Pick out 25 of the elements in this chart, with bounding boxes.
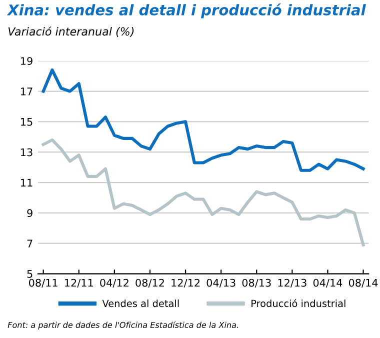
x-tick-label: 12/13 xyxy=(278,278,306,288)
line-series xyxy=(42,138,365,246)
chart-title: Xina: vendes al detall i producció industrial xyxy=(6,4,366,18)
x-tick-label: 04/13 xyxy=(206,278,236,288)
y-tick-label: 19 xyxy=(21,57,32,65)
x-tick-label: 08/12 xyxy=(136,278,164,288)
line-series xyxy=(42,68,365,172)
y-tick-label: 5 xyxy=(27,270,32,278)
x-tick-label: 08/11 xyxy=(29,278,58,288)
chart-subtitle: Variació interanual (%) xyxy=(8,26,134,37)
y-tick-label: 7 xyxy=(27,240,32,248)
x-tick-label: 04/14 xyxy=(313,278,342,288)
x-tick-label: 04/12 xyxy=(100,278,128,288)
x-tick-label: 08/14 xyxy=(348,278,378,288)
y-tick-label: 15 xyxy=(21,118,32,126)
x-tick-label: 08/13 xyxy=(242,278,271,288)
legend-label: Vendes al detall xyxy=(102,300,179,308)
x-tick-label: 12/11 xyxy=(65,278,93,288)
x-tick-label: 12/12 xyxy=(172,278,200,288)
y-tick-label: 9 xyxy=(27,209,32,218)
y-tick-label: 13 xyxy=(21,148,32,156)
legend-label: Producció industrial xyxy=(252,299,346,308)
y-tick-label: 17 xyxy=(21,88,32,96)
y-tick-label: 11 xyxy=(21,178,32,186)
text: Font: a partir de dades de l'Oficina Estadística de la Xina. xyxy=(8,321,238,330)
